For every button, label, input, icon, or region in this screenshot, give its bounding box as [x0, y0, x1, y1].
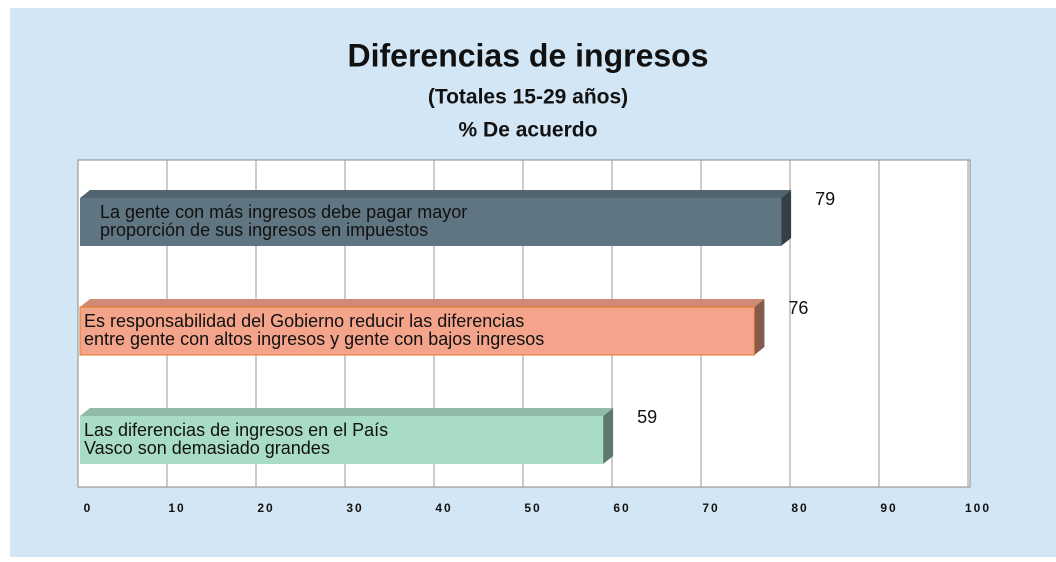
x-tick-label: 60 [613, 501, 630, 515]
x-tick-label: 80 [791, 501, 808, 515]
x-tick-label: 100 [965, 501, 991, 515]
bar-category-label: entre gente con altos ingresos y gente c… [84, 329, 544, 349]
data-label: 76 [788, 298, 808, 318]
bar-side [603, 408, 614, 464]
bar [79, 306, 755, 356]
bar-category-label: La gente con más ingresos debe pagar may… [100, 202, 467, 222]
bar-category-label: Es responsabilidad del Gobierno reducir … [84, 311, 524, 331]
x-tick-label: 20 [257, 501, 274, 515]
data-label: 59 [637, 407, 657, 427]
bar-side [781, 190, 792, 246]
bar [80, 198, 782, 246]
x-tick-label: 40 [435, 501, 452, 515]
x-tick-label: 50 [524, 501, 541, 515]
x-tick-label: 10 [168, 501, 185, 515]
bar-top [80, 190, 792, 198]
bar [80, 416, 604, 464]
bar-top [80, 408, 614, 416]
x-tick-label: 30 [346, 501, 363, 515]
x-tick-label: 0 [84, 501, 93, 515]
chart-subtitle: (Totales 15-29 años) [428, 86, 628, 109]
bar-category-label: proporción de sus ingresos en impuestos [100, 220, 428, 240]
x-tick-label: 70 [702, 501, 719, 515]
chart-title: Diferencias de ingresos [347, 37, 708, 73]
bar-category-label: Las diferencias de ingresos en el País [84, 420, 388, 440]
bar-top [80, 299, 765, 307]
bar-category-label: Vasco son demasiado grandes [84, 438, 330, 458]
x-tick-label: 90 [880, 501, 897, 515]
bar-side [754, 299, 765, 355]
measure-label: % De acuerdo [459, 119, 598, 142]
data-label: 79 [815, 189, 835, 209]
